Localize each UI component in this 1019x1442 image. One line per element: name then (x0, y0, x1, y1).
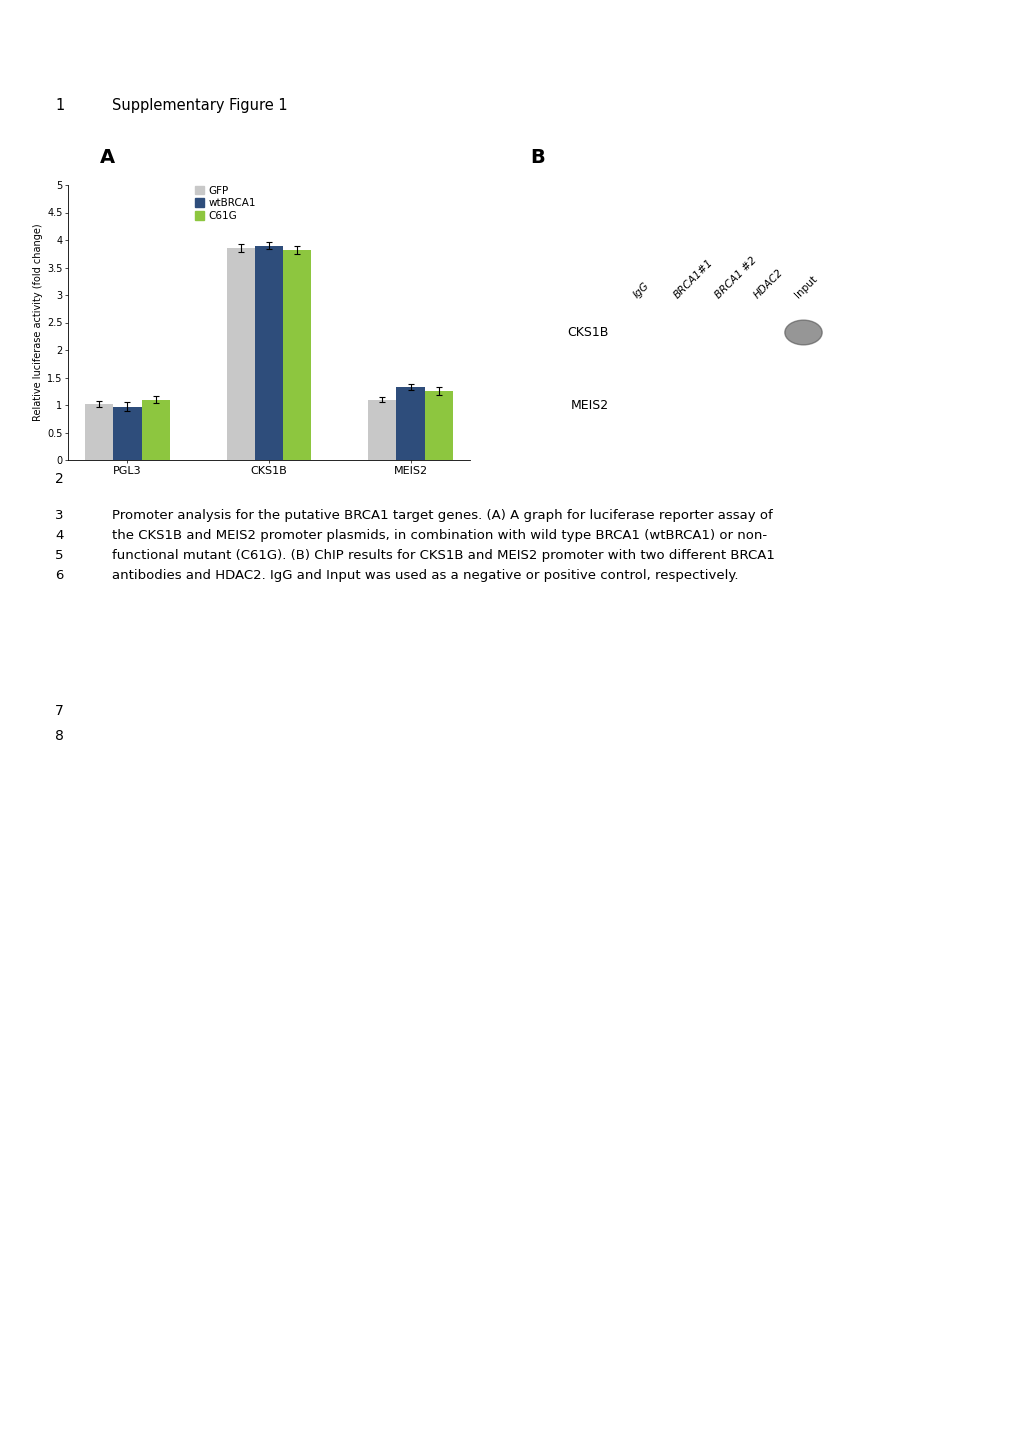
Bar (85, 404, 113, 460)
Text: Input: Input (792, 274, 818, 300)
Y-axis label: Relative luciferase activity (fold change): Relative luciferase activity (fold chang… (33, 224, 43, 421)
Text: BRCA1 #2: BRCA1 #2 (712, 255, 757, 300)
Text: HDAC2: HDAC2 (751, 267, 785, 300)
Bar (283, 249, 311, 460)
Text: 6: 6 (55, 570, 63, 583)
Bar (142, 399, 170, 460)
Text: A: A (100, 149, 115, 167)
Text: IgG: IgG (632, 280, 651, 300)
Ellipse shape (924, 398, 979, 414)
Ellipse shape (931, 317, 972, 348)
Bar (113, 407, 142, 460)
Text: 4: 4 (55, 529, 63, 542)
Bar (226, 248, 255, 460)
Text: functional mutant (C61G). (B) ChIP results for CKS1B and MEIS2 promoter with two: functional mutant (C61G). (B) ChIP resul… (112, 549, 774, 562)
Ellipse shape (933, 392, 970, 420)
Text: Supplementary Figure 1: Supplementary Figure 1 (112, 98, 287, 112)
Text: 5: 5 (55, 549, 63, 562)
Text: 3: 3 (55, 509, 63, 522)
Bar (396, 386, 424, 460)
Text: the CKS1B and MEIS2 promoter plasmids, in combination with wild type BRCA1 (wtBR: the CKS1B and MEIS2 promoter plasmids, i… (112, 529, 766, 542)
Text: MEIS2: MEIS2 (571, 399, 608, 412)
Ellipse shape (784, 320, 821, 345)
Bar (424, 391, 452, 460)
Text: CKS1B: CKS1B (567, 326, 608, 339)
Text: 2: 2 (55, 472, 64, 486)
Text: 8: 8 (55, 730, 64, 743)
Bar (368, 399, 396, 460)
Text: 1: 1 (55, 98, 64, 112)
Text: 7: 7 (55, 704, 64, 718)
Text: Promoter analysis for the putative BRCA1 target genes. (A) A graph for luciferas: Promoter analysis for the putative BRCA1… (112, 509, 772, 522)
Text: B: B (530, 149, 544, 167)
Text: BRCA1#1: BRCA1#1 (672, 257, 714, 300)
Bar (255, 245, 283, 460)
Text: antibodies and HDAC2. IgG and Input was used as a negative or positive control, : antibodies and HDAC2. IgG and Input was … (112, 570, 738, 583)
Legend: GFP, wtBRCA1, C61G: GFP, wtBRCA1, C61G (194, 185, 257, 222)
Ellipse shape (922, 324, 981, 340)
